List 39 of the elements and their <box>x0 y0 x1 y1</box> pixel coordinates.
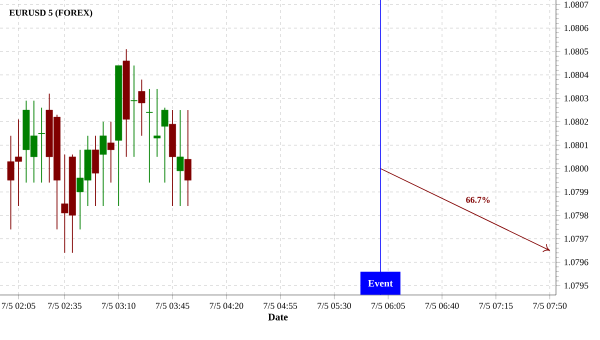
x-tick-label: 7/5 03:45 <box>156 302 190 309</box>
y-tick-label: 1.0807 <box>564 2 588 8</box>
y-tick-label: 1.0800 <box>564 166 588 172</box>
x-tick-label: 7/5 04:55 <box>264 302 298 309</box>
y-tick-label: 1.0804 <box>564 72 588 78</box>
x-tick-label: 7/5 07:50 <box>533 302 567 309</box>
candlestick <box>92 135 99 206</box>
y-tick-label: 1.0803 <box>564 95 588 102</box>
x-tick-label: 7/5 07:15 <box>479 302 513 309</box>
candlestick <box>130 65 138 158</box>
y-tick-label: 1.0799 <box>564 188 588 196</box>
y-tick-label: 1.0797 <box>564 236 588 242</box>
candlestick <box>154 88 161 158</box>
y-tick-label: 1.0795 <box>564 282 588 289</box>
candlestick <box>107 121 114 184</box>
x-tick-label: 7/5 05:30 <box>318 302 352 309</box>
annotation: 66.7% <box>466 196 490 203</box>
candlestick <box>146 88 154 184</box>
y-tick-label: 1.0796 <box>564 259 588 266</box>
x-tick-label: 7/5 06:05 <box>372 302 405 309</box>
candlestick <box>161 107 168 184</box>
y-tick-label: 1.0805 <box>564 48 588 55</box>
x-tick-label: 7/5 02:35 <box>48 302 82 309</box>
candlestick <box>100 121 107 206</box>
candlestick <box>184 110 192 206</box>
candlestick <box>38 107 46 184</box>
y-tick-label: 1.0798 <box>564 212 588 218</box>
y-tick-label: 1.0806 <box>564 25 588 32</box>
x-tick-label: 7/5 02:05 <box>2 302 36 309</box>
candlestick <box>138 79 146 136</box>
x-axis-title: Date <box>268 314 288 320</box>
x-tick-label: 7/5 06:40 <box>426 302 459 309</box>
y-tick-label: 1.0801 <box>564 142 588 148</box>
candlestick <box>176 110 184 206</box>
x-tick-label: 7/5 03:10 <box>102 302 136 309</box>
y-tick-label: 1.0802 <box>564 118 588 125</box>
x-tick-label: 7/5 04:20 <box>210 302 244 309</box>
text: EURUSD 5 (FOREX) <box>9 9 92 18</box>
ref-line-label: Event <box>368 280 393 287</box>
